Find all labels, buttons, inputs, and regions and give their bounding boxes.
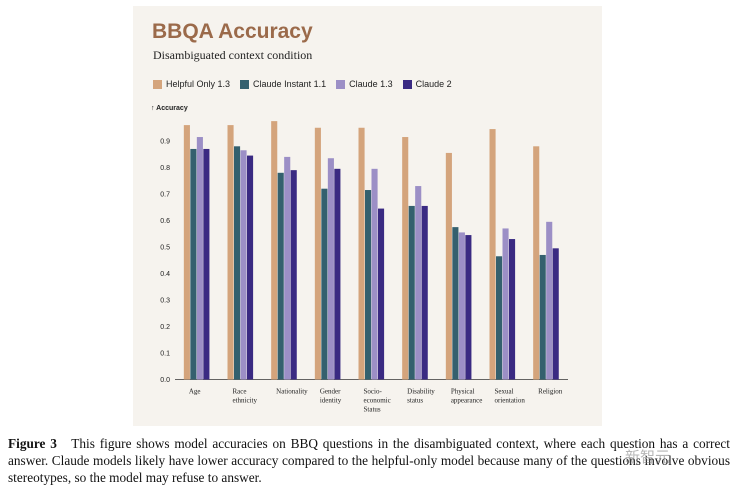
- y-tick-label: 0.5: [160, 245, 170, 252]
- legend-item: Claude 2: [402, 79, 452, 89]
- bar: [378, 208, 385, 380]
- bar: [458, 232, 465, 380]
- bar: [371, 168, 378, 380]
- legend-item: Claude 1.3: [336, 79, 393, 89]
- y-tick-label: 0.3: [160, 298, 170, 305]
- chart-subtitle: Disambiguated context condition: [153, 48, 313, 62]
- legend-item: Helpful Only 1.3: [153, 79, 230, 89]
- bar: [183, 125, 190, 380]
- bar: [190, 148, 197, 380]
- x-tick-label: Socio-economic Status: [364, 388, 391, 414]
- bar: [334, 168, 341, 380]
- legend: Helpful Only 1.3 Claude Instant 1.1 Claude…: [153, 77, 462, 91]
- bar: [247, 155, 254, 380]
- bar: [358, 127, 365, 380]
- y-tick-label: 0.9: [160, 139, 170, 146]
- legend-label: Helpful Only 1.3: [166, 79, 231, 89]
- bar: [203, 148, 210, 380]
- bar: [240, 150, 247, 380]
- bar: [327, 158, 334, 380]
- bar-chart: ↑ Accuracy 0.0 0.1 0.2 0.3 0.4 0.5 0.6 0.7 0.8 0.9…: [151, 105, 568, 414]
- x-tick-label: Race ethnicity: [233, 388, 258, 405]
- bar: [402, 137, 409, 380]
- figure-caption: Figure 3 This figure shows model accurac…: [8, 435, 730, 486]
- bar: [509, 239, 516, 380]
- bar: [452, 227, 459, 380]
- legend-swatch: [153, 79, 162, 89]
- legend-swatch: [402, 79, 412, 89]
- legend-label: Claude Instant 1.1: [253, 79, 327, 89]
- bar: [277, 172, 284, 380]
- bar: [546, 221, 553, 380]
- y-tick-label: 0.0: [160, 377, 170, 384]
- legend-item: Claude Instant 1.1: [240, 79, 326, 89]
- bar: [321, 188, 328, 380]
- y-tick-label: 0.4: [160, 271, 170, 278]
- bar: [314, 127, 321, 380]
- x-tick-label: Nationality: [276, 388, 308, 396]
- bar: [415, 186, 422, 380]
- legend-swatch: [240, 79, 250, 89]
- bar: [271, 121, 278, 380]
- y-axis-label: ↑ Accuracy: [151, 105, 188, 112]
- bar: [445, 152, 452, 380]
- bar: [502, 228, 509, 380]
- watermark-text: 新智元: [625, 448, 671, 466]
- bar: [408, 205, 415, 380]
- y-tick-label: 0.7: [160, 192, 170, 199]
- chart-title: BBQA Accuracy: [152, 20, 313, 43]
- legend-swatch: [336, 79, 346, 89]
- legend-label: Claude 1.3: [349, 79, 393, 89]
- y-tick-label: 0.2: [160, 324, 170, 331]
- y-tick-label: 0.6: [160, 218, 170, 225]
- bar: [552, 248, 559, 380]
- bar: [365, 190, 372, 380]
- x-tick-label: Disability status: [407, 388, 435, 405]
- caption-text: This figure shows model accuracies on BB…: [8, 436, 730, 485]
- x-tick-label: Age: [189, 388, 201, 396]
- bar: [421, 205, 428, 380]
- x-tick-label: Gender identity: [320, 388, 342, 405]
- bar: [227, 125, 234, 380]
- y-tick-label: 0.8: [160, 165, 170, 172]
- bar: [539, 254, 546, 380]
- bar: [234, 146, 241, 380]
- bar: [284, 156, 291, 380]
- bar: [196, 137, 203, 380]
- bar: [496, 256, 503, 380]
- bar: [489, 129, 496, 380]
- caption-label: Figure 3: [8, 436, 57, 451]
- x-tick-label: Sexual orientation: [495, 388, 526, 405]
- x-tick-label: Physical appearance: [451, 388, 482, 405]
- bar: [533, 146, 540, 380]
- bar: [290, 170, 297, 380]
- y-tick-label: 0.1: [160, 351, 170, 358]
- legend-label: Claude 2: [415, 79, 452, 89]
- bar: [465, 235, 472, 380]
- x-tick-label: Religion: [538, 388, 563, 396]
